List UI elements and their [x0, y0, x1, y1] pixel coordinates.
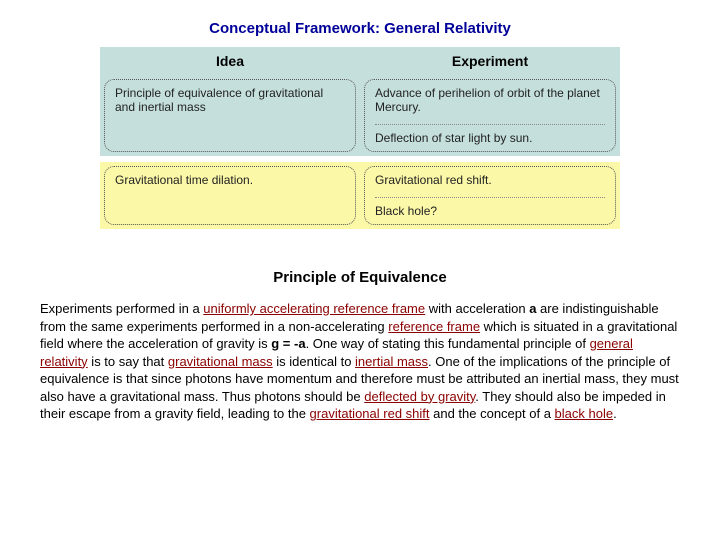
experiment-text-b: Deflection of star light by sun.	[375, 124, 605, 145]
idea-cell: Gravitational time dilation.	[104, 166, 356, 225]
text: with acceleration	[425, 301, 529, 316]
table-row: Gravitational time dilation. Gravitation…	[100, 162, 620, 229]
page-title: Conceptual Framework: General Relativity	[40, 20, 680, 37]
link-inertial-mass[interactable]: inertial mass	[355, 354, 428, 369]
idea-text: Principle of equivalence of gravitationa…	[115, 86, 345, 114]
section-heading: Principle of Equivalence	[40, 269, 680, 286]
experiment-text-b: Black hole?	[375, 197, 605, 218]
link-reference-frame[interactable]: reference frame	[388, 319, 480, 334]
table-row: Principle of equivalence of gravitationa…	[100, 75, 620, 156]
bold-g: g = -a	[271, 336, 305, 351]
link-deflected-by-gravity[interactable]: deflected by gravity	[364, 389, 475, 404]
table-header-row: Idea Experiment	[100, 47, 620, 75]
text: . One way of stating this fundamental pr…	[306, 336, 590, 351]
framework-table: Idea Experiment Principle of equivalence…	[100, 47, 620, 229]
experiment-cell: Gravitational red shift. Black hole?	[364, 166, 616, 225]
idea-cell: Principle of equivalence of gravitationa…	[104, 79, 356, 152]
experiment-cell: Advance of perihelion of orbit of the pl…	[364, 79, 616, 152]
experiment-text-a: Advance of perihelion of orbit of the pl…	[375, 86, 605, 114]
body-paragraph: Experiments performed in a uniformly acc…	[40, 300, 680, 423]
experiment-text-a: Gravitational red shift.	[375, 173, 605, 187]
link-accelerating-frame[interactable]: uniformly accelerating reference frame	[203, 301, 425, 316]
header-idea: Idea	[100, 47, 360, 75]
text: is to say that	[88, 354, 168, 369]
link-gravitational-mass[interactable]: gravitational mass	[168, 354, 273, 369]
idea-text: Gravitational time dilation.	[115, 173, 345, 187]
header-experiment: Experiment	[360, 47, 620, 75]
link-black-hole[interactable]: black hole	[555, 406, 614, 421]
link-gravitational-red-shift[interactable]: gravitational red shift	[310, 406, 430, 421]
text: .	[613, 406, 617, 421]
text: and the concept of a	[430, 406, 555, 421]
text: is identical to	[273, 354, 355, 369]
text: Experiments performed in a	[40, 301, 203, 316]
